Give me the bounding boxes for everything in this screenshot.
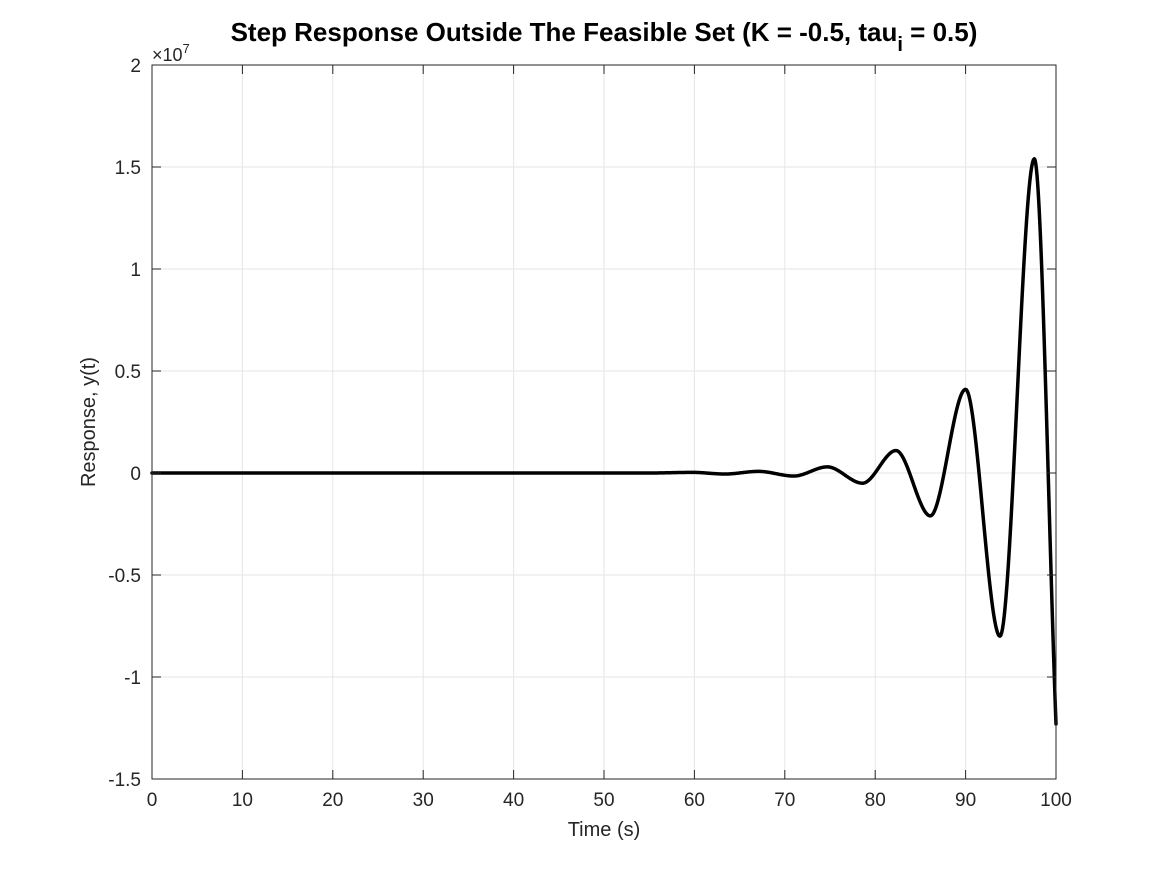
x-tick-label: 60 <box>684 790 705 811</box>
chart-title-main: Step Response Outside The Feasible Set (… <box>231 17 898 47</box>
x-tick-label: 80 <box>865 790 886 811</box>
x-tick-label: 0 <box>147 790 158 811</box>
series-line <box>150 157 1058 726</box>
y-tick-label: 0 <box>130 464 141 485</box>
y-exponent-power: 7 <box>183 41 190 56</box>
chart-title-suffix: = 0.5) <box>903 17 977 47</box>
y-tick-label: 2 <box>130 56 141 77</box>
y-tick-label: -1 <box>124 668 141 689</box>
y-exponent-label: ×107 <box>152 41 190 65</box>
y-tick-label: 1.5 <box>115 158 141 179</box>
x-tick-label: 40 <box>503 790 524 811</box>
x-tick-label: 50 <box>593 790 614 811</box>
x-tick-label: 90 <box>955 790 976 811</box>
y-tick-label: -0.5 <box>108 566 141 587</box>
y-tick-labels: -1.5 -1 -0.5 0 0.5 1 1.5 2 <box>108 56 141 791</box>
x-axis-label: Time (s) <box>568 819 641 841</box>
x-tick-label: 20 <box>322 790 343 811</box>
x-tick-label: 70 <box>774 790 795 811</box>
y-tick-label: 1 <box>130 260 141 281</box>
x-tick-labels: 0 10 20 30 40 50 60 70 80 90 100 <box>147 790 1072 811</box>
y-axis-label: Response, y(t) <box>78 357 100 487</box>
x-tick-label: 100 <box>1040 790 1072 811</box>
y-tick-label: -1.5 <box>108 770 141 791</box>
x-tick-label: 30 <box>413 790 434 811</box>
y-tick-label: 0.5 <box>115 362 141 383</box>
chart-title: Step Response Outside The Feasible Set (… <box>231 17 978 56</box>
x-tick-label: 10 <box>232 790 253 811</box>
axis-ticks <box>151 64 1057 780</box>
y-exponent-base: ×10 <box>152 45 183 65</box>
chart-title-subscript: i <box>897 34 903 56</box>
